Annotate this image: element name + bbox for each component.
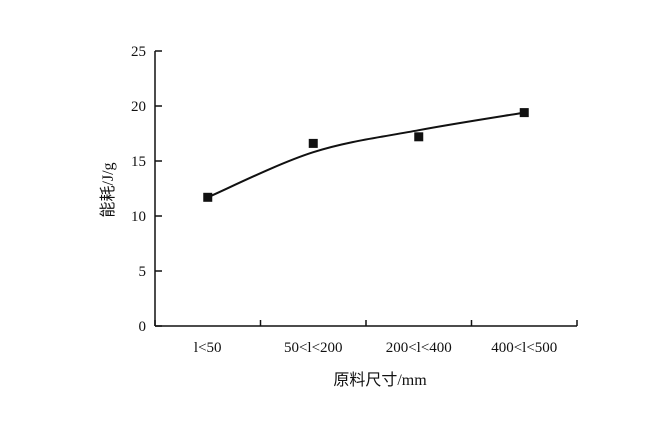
data-point-marker: [519, 108, 529, 118]
y-tick-label: 20: [131, 99, 146, 115]
y-tick-label: 15: [131, 154, 146, 170]
x-tick-label: l<50: [194, 340, 222, 356]
x-tick-label: 200<l<400: [386, 340, 452, 356]
data-point-marker: [203, 192, 213, 202]
y-tick-label: 25: [131, 44, 146, 60]
y-tick-label: 10: [131, 209, 146, 225]
x-tick-label: 50<l<200: [284, 340, 343, 356]
x-tick-label: 400<l<500: [491, 340, 557, 356]
y-axis-title: 能耗/J/g: [100, 162, 117, 218]
data-point-marker: [308, 138, 318, 148]
y-tick-label: 5: [139, 264, 147, 280]
trend-line: [207, 111, 525, 199]
data-point-marker: [414, 132, 424, 142]
y-tick-label: 0: [139, 319, 147, 335]
x-axis-title: 原料尺寸/mm: [333, 372, 427, 389]
